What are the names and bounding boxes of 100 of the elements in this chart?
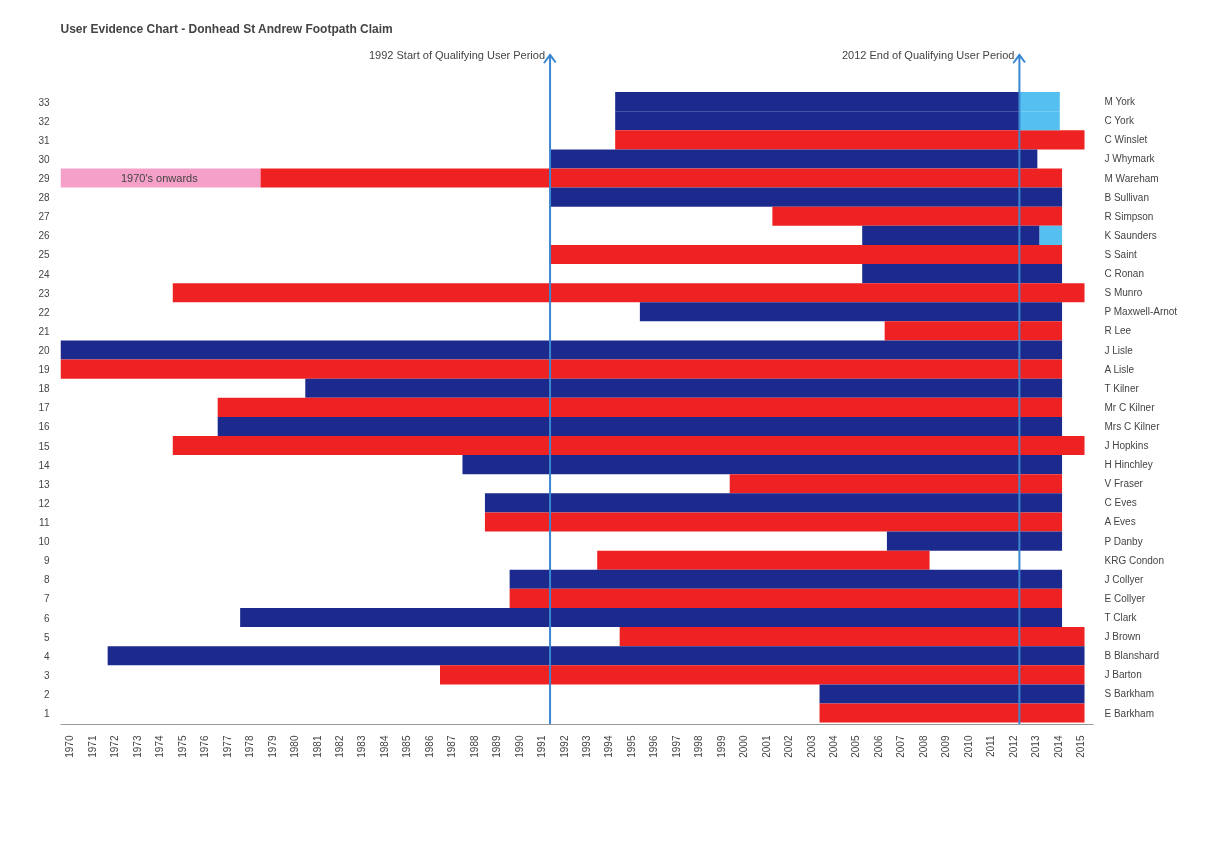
- x-tick-label: 2014: [1052, 735, 1064, 758]
- x-tick-label: 1977: [221, 735, 233, 758]
- y2-tick-label: S Barkham: [1104, 688, 1154, 700]
- y2-tick-label: M York: [1104, 96, 1137, 108]
- y-tick-label: 5: [43, 631, 50, 643]
- x-tick-label: 2009: [940, 735, 952, 758]
- x-tick-label: 1970: [64, 735, 76, 758]
- bar: [619, 627, 1085, 647]
- y-tick-label: 7: [43, 593, 50, 605]
- bar: [60, 168, 261, 188]
- bar: [550, 149, 1038, 169]
- x-tick-label: 2003: [805, 735, 817, 758]
- x-tick-label: 1997: [670, 735, 682, 758]
- y2-tick-label: C York: [1104, 115, 1135, 127]
- y2-tick-label: J Lisle: [1104, 344, 1134, 356]
- ref-line-label: 1992 Start of Qualifying User Period: [368, 48, 546, 61]
- y2-tick-label: J Hopkins: [1104, 440, 1149, 452]
- bar: [440, 665, 1085, 685]
- y-tick-label: 13: [38, 478, 50, 490]
- y2-tick-label: S Munro: [1104, 287, 1143, 299]
- y-tick-label: 26: [38, 230, 50, 242]
- bar: [729, 474, 1063, 494]
- y2-tick-label: E Collyer: [1104, 592, 1146, 604]
- x-tick-label: 2000: [738, 735, 750, 758]
- y-tick-label: 12: [38, 497, 50, 509]
- y2-tick-label: M Wareham: [1104, 172, 1159, 184]
- y2-tick-label: C Eves: [1104, 497, 1137, 509]
- x-tick-label: 1987: [446, 735, 458, 758]
- bar: [172, 283, 1085, 303]
- x-tick-label: 1984: [378, 735, 390, 758]
- x-tick-label: 1988: [468, 735, 480, 758]
- bar: [509, 569, 1063, 589]
- x-tick-label: 1978: [244, 735, 256, 758]
- bar: [550, 187, 1063, 207]
- x-tick-label: 1985: [401, 735, 413, 758]
- bar: [60, 340, 1063, 360]
- x-tick-label: 1981: [311, 735, 323, 758]
- bar: [772, 206, 1063, 226]
- y-tick-label: 1: [43, 708, 50, 720]
- y-tick-label: 33: [38, 96, 50, 108]
- y-tick-label: 9: [43, 555, 50, 567]
- bar: [886, 531, 1063, 551]
- y2-tick-label: K Saunders: [1104, 229, 1157, 241]
- x-tick-label: 1990: [513, 735, 525, 758]
- bar: [217, 397, 1063, 417]
- y2-tick-label: C Winslet: [1104, 134, 1148, 146]
- bar: [260, 168, 1063, 188]
- x-tick-label: 1972: [109, 735, 121, 758]
- y-tick-label: 21: [38, 325, 50, 337]
- y-tick-label: 8: [43, 574, 50, 586]
- x-tick-label: 1973: [131, 735, 143, 758]
- bar: [484, 512, 1063, 532]
- x-tick-label: 1993: [580, 735, 592, 758]
- y-tick-label: 16: [38, 421, 50, 433]
- bar: [509, 588, 1063, 608]
- y-tick-label: 30: [38, 153, 50, 165]
- bar: [107, 646, 1085, 666]
- y2-tick-label: B Blanshard: [1104, 650, 1159, 662]
- y-tick-label: 2: [43, 688, 50, 700]
- chart-title: User Evidence Chart - Donhead St Andrew Footpath Claim: [60, 21, 393, 36]
- ref-line-label: 2012 End of Qualifying User Period: [841, 48, 1015, 61]
- bar: [597, 550, 930, 570]
- x-tick-label: 1995: [625, 735, 637, 758]
- bar: [884, 321, 1063, 341]
- x-tick-label: 1992: [558, 735, 570, 758]
- bar: [550, 244, 1063, 265]
- y-tick-label: 18: [38, 383, 50, 395]
- y-tick-label: 28: [38, 192, 50, 204]
- x-tick-label: 2007: [895, 735, 907, 758]
- x-tick-label: 1991: [536, 735, 548, 758]
- x-tick-label: 2002: [783, 735, 795, 758]
- y-tick-label: 25: [38, 249, 50, 261]
- y2-tick-label: Mr C Kilner: [1104, 401, 1156, 413]
- bar: [819, 684, 1085, 704]
- bar: [615, 130, 1085, 150]
- x-tick-label: 1989: [491, 735, 503, 758]
- y-tick-label: 22: [38, 306, 50, 318]
- bar: [862, 225, 1040, 245]
- x-tick-label: 1998: [693, 735, 705, 758]
- bar: [60, 359, 1063, 379]
- y2-tick-label: A Lisle: [1104, 363, 1135, 375]
- x-tick-label: 1999: [715, 735, 727, 758]
- y-tick-label: 11: [39, 516, 50, 528]
- x-tick-label: 1980: [289, 735, 301, 758]
- y-tick-label: 29: [38, 173, 50, 185]
- x-tick-label: 1994: [603, 735, 615, 758]
- y-tick-label: 6: [43, 612, 50, 624]
- x-tick-label: 1976: [199, 735, 211, 758]
- y2-tick-label: J Whymark: [1104, 153, 1156, 165]
- y2-tick-label: J Brown: [1104, 631, 1141, 643]
- y-tick-label: 15: [38, 440, 50, 452]
- x-tick-label: 1975: [176, 735, 188, 758]
- y2-tick-label: R Simpson: [1104, 210, 1154, 222]
- y-tick-label: 32: [38, 115, 50, 127]
- x-tick-label: 1971: [86, 735, 98, 758]
- y2-tick-label: C Ronan: [1104, 268, 1144, 280]
- bar: [217, 416, 1063, 436]
- x-tick-label: 1979: [266, 735, 278, 758]
- x-tick-label: 2006: [872, 735, 884, 758]
- x-tick-label: 2005: [850, 735, 862, 758]
